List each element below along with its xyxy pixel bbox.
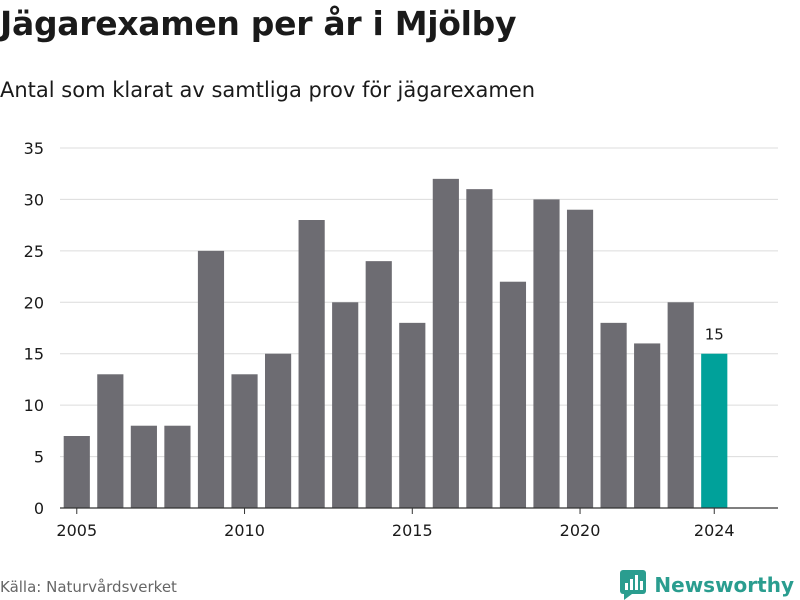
bar <box>63 436 90 508</box>
bar <box>600 322 627 508</box>
brand-name: Newsworthy <box>654 573 794 597</box>
brand-logo[interactable]: Newsworthy <box>620 570 794 600</box>
bar <box>533 199 560 508</box>
bar <box>365 261 392 508</box>
bar <box>667 302 694 508</box>
bar <box>432 178 459 508</box>
x-tick-label: 2020 <box>560 521 601 540</box>
bar <box>499 281 527 508</box>
bar <box>399 322 426 508</box>
chart-subtitle: Antal som klarat av samtliga prov för jä… <box>0 78 536 102</box>
x-tick-label: 2010 <box>224 521 265 540</box>
y-tick-label: 35 <box>24 139 44 158</box>
bar <box>466 189 493 508</box>
x-tick-label: 2024 <box>694 521 735 540</box>
bar <box>298 220 325 508</box>
y-tick-label: 30 <box>24 190 44 209</box>
y-tick-label: 5 <box>34 448 44 467</box>
x-tick-label: 2015 <box>392 521 433 540</box>
bar <box>634 343 661 508</box>
bar <box>332 302 359 508</box>
y-tick-label: 15 <box>24 345 44 364</box>
bar-chart: 0 5 10 15 20 25 30 35 2005 2010 2015 2020 2024 15 <box>24 139 778 540</box>
y-tick-label: 10 <box>24 396 44 415</box>
bar <box>97 374 124 508</box>
data-label: 15 <box>705 326 724 344</box>
y-tick-label: 25 <box>24 242 44 261</box>
bar <box>197 250 225 508</box>
bar <box>264 353 292 508</box>
x-tick-label: 2005 <box>56 521 97 540</box>
chart-title: Jägarexamen per år i Mjölby <box>0 4 517 43</box>
bar <box>701 353 728 508</box>
bar <box>566 209 594 508</box>
y-tick-label: 20 <box>24 293 44 312</box>
bar <box>164 425 191 508</box>
newsworthy-logo-icon <box>620 570 647 600</box>
source-note: Källa: Naturvårdsverket <box>0 578 177 596</box>
y-tick-label: 0 <box>34 499 44 518</box>
bar <box>130 425 157 508</box>
bar <box>231 374 258 508</box>
